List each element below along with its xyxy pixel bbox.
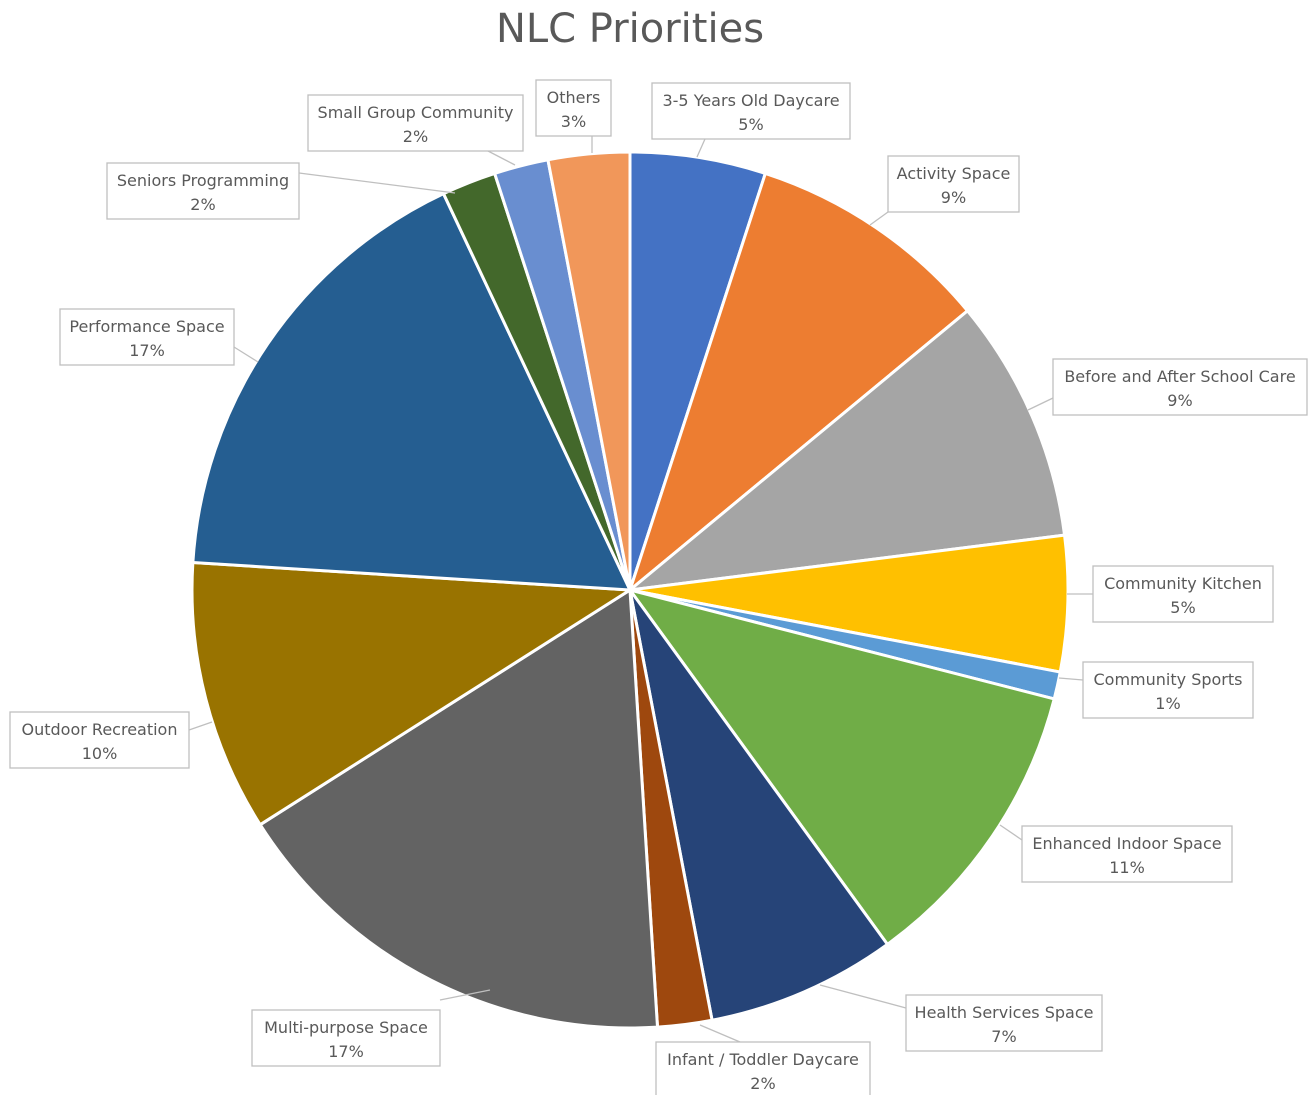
callout-box (59, 308, 235, 366)
callout-leader-enhanced-indoor-space (999, 824, 1023, 841)
callout-percent-label: 11% (1109, 858, 1145, 877)
callout-percent-label: 2% (750, 1074, 775, 1093)
callout-box (9, 711, 190, 769)
callout-percent-label: 9% (941, 188, 966, 207)
callout-box (535, 79, 612, 137)
callout-infant-toddler-daycare: Infant / Toddler Daycare 2% (655, 1041, 871, 1095)
pie-slice-enhanced-indoor-space (628, 588, 1056, 946)
callout-category-label: Enhanced Indoor Space (1032, 834, 1221, 853)
callout-leader-community-sports (1058, 677, 1084, 681)
callout-box (887, 155, 1020, 213)
callout-box (1082, 661, 1254, 719)
callout-before-and-after-school-care: Before and After School Care 9% (1052, 358, 1308, 416)
callout-percent-label: 10% (82, 744, 118, 763)
callout-3-5-years-old-daycare: 3-5 Years Old Daycare 5% (651, 82, 851, 140)
callout-category-label: Infant / Toddler Daycare (667, 1050, 859, 1069)
callout-leaders (188, 136, 1093, 1043)
callout-leader-multi-purpose-space (439, 989, 491, 1001)
callout-leader-performance-space (233, 346, 259, 363)
callout-box (655, 1041, 871, 1095)
chart-title: NLC Priorities (496, 6, 764, 52)
callout-enhanced-indoor-space: Enhanced Indoor Space 11% (1021, 825, 1233, 883)
callout-box (651, 82, 851, 140)
callout-percent-label: 7% (991, 1027, 1016, 1046)
callout-category-label: Small Group Community (318, 103, 514, 122)
callout-multi-purpose-space: Multi-purpose Space 17% (251, 1009, 441, 1067)
callout-box (251, 1009, 441, 1067)
callout-category-label: Seniors Programming (117, 171, 289, 190)
callout-percent-label: 9% (1167, 391, 1192, 410)
callout-category-label: Others (547, 88, 601, 107)
callout-box (1092, 565, 1274, 623)
callout-community-sports: Community Sports 1% (1082, 661, 1254, 719)
callout-outdoor-recreation: Outdoor Recreation 10% (9, 711, 190, 769)
pie-slice-outdoor-recreation (190, 561, 632, 827)
callout-box (1052, 358, 1308, 416)
callout-category-label: Activity Space (897, 164, 1011, 183)
callout-category-label: Outdoor Recreation (22, 720, 178, 739)
callout-category-label: Community Sports (1094, 670, 1243, 689)
pie-slice-before-and-after-school-care (628, 309, 1067, 592)
callout-category-label: Community Kitchen (1104, 574, 1262, 593)
callout-box (905, 994, 1103, 1052)
pie-slice-performance-space (191, 192, 632, 592)
callout-category-label: Multi-purpose Space (264, 1018, 428, 1037)
callout-box (106, 162, 300, 220)
pie-slices (190, 150, 1070, 1030)
pie-slice-health-services-space (628, 588, 889, 1022)
callout-small-group-community: Small Group Community 2% (307, 94, 524, 152)
callout-percent-label: 3% (561, 112, 586, 131)
callout-leader-3-5-years-old-daycare (696, 138, 706, 158)
callout-activity-space: Activity Space 9% (887, 155, 1020, 213)
callout-leader-before-and-after-school-care (1027, 397, 1054, 411)
pie-slice-activity-space (628, 171, 969, 592)
callout-others: Others 3% (535, 79, 612, 137)
callout-percent-label: 5% (738, 115, 763, 134)
callout-leader-health-services-space (819, 984, 907, 1009)
callout-percent-label: 2% (403, 127, 428, 146)
callout-leader-small-group-community (487, 150, 516, 166)
pie-slice-others (546, 150, 632, 592)
callout-performance-space: Performance Space 17% (59, 308, 235, 366)
callout-leader-infant-toddler-daycare (699, 1024, 741, 1043)
callout-leader-outdoor-recreation (188, 721, 213, 731)
callout-category-label: Health Services Space (915, 1003, 1094, 1022)
callout-community-kitchen: Community Kitchen 5% (1092, 565, 1274, 623)
callout-percent-label: 17% (129, 341, 165, 360)
callout-percent-label: 2% (190, 195, 215, 214)
callout-percent-label: 17% (328, 1042, 364, 1061)
callout-box (1021, 825, 1233, 883)
callout-category-label: 3-5 Years Old Daycare (662, 91, 839, 110)
callout-category-label: Before and After School Care (1064, 367, 1295, 386)
callout-seniors-programming: Seniors Programming 2% (106, 162, 300, 220)
callout-percent-label: 1% (1155, 694, 1180, 713)
callout-leader-seniors-programming (298, 172, 456, 194)
callout-category-label: Performance Space (69, 317, 224, 336)
callout-percent-label: 5% (1170, 598, 1195, 617)
callout-leader-activity-space (869, 211, 889, 226)
callout-box (307, 94, 524, 152)
pie-slice-multi-purpose-space (258, 588, 659, 1030)
callout-health-services-space: Health Services Space 7% (905, 994, 1103, 1052)
